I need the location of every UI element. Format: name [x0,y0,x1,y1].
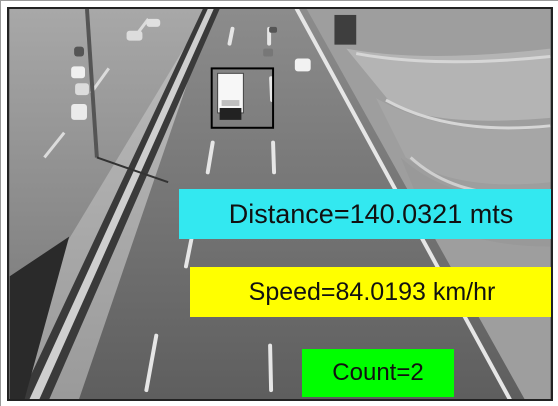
detected-truck [217,72,244,120]
speed-readout: Speed=84.0193 km/hr [190,267,551,317]
road-sign [334,14,357,45]
opposite-roadway [9,9,208,306]
median-top [29,9,214,399]
ramp-middle [376,98,551,185]
light-pole [85,9,99,158]
pole-shadow [96,156,169,184]
ramp-line-1 [355,52,551,64]
ramp-line-2 [385,98,551,130]
distance-readout: Distance=140.0321 mts [179,189,551,239]
main-road-cars [263,26,311,72]
left-shadow [9,236,70,399]
ramp-upper [346,48,551,121]
opposite-cars [71,18,161,120]
traffic-camera-view: Distance=140.0321 mts Speed=84.0193 km/h… [7,7,553,401]
detection-box [210,67,275,129]
vehicle-count-readout: Count=2 [302,349,454,397]
